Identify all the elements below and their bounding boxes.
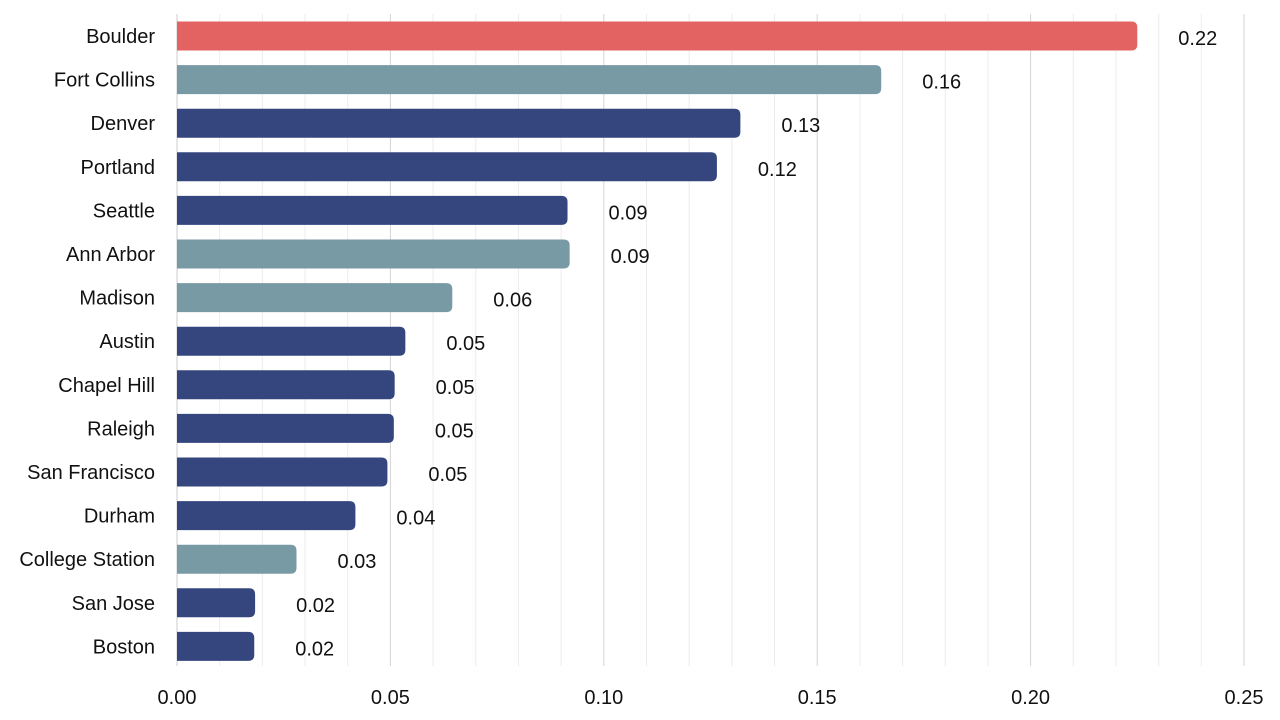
- data-label: 0.13: [781, 115, 820, 137]
- data-label: 0.06: [493, 290, 532, 312]
- bar-madison: [177, 283, 453, 313]
- bar-seattle: [177, 195, 568, 225]
- bar-fort-collins: [177, 65, 882, 95]
- x-tick-label: 0.05: [371, 687, 410, 709]
- bar-boston: [177, 631, 255, 661]
- category-label: San Jose: [72, 593, 155, 615]
- bar-ann-arbor: [177, 239, 570, 269]
- category-label: Boston: [93, 636, 155, 658]
- data-label: 0.22: [1178, 28, 1217, 50]
- data-label: 0.02: [295, 638, 334, 660]
- x-tick-label: 0.15: [798, 687, 837, 709]
- category-label: Portland: [81, 157, 156, 179]
- bar-boulder: [177, 21, 1138, 51]
- category-label: Boulder: [86, 26, 155, 48]
- category-label: Madison: [79, 288, 155, 310]
- bar-denver: [177, 108, 741, 138]
- category-labels: Boulder Fort Collins Denver Portland Seattle…: [19, 26, 155, 658]
- data-label: 0.04: [396, 508, 435, 530]
- category-label: San Francisco: [27, 462, 155, 484]
- bar-raleigh: [177, 413, 394, 443]
- data-label: 0.02: [296, 595, 335, 617]
- data-label: 0.03: [338, 551, 377, 573]
- data-label: 0.05: [446, 333, 485, 355]
- bar-san-francisco: [177, 457, 388, 487]
- data-label: 0.09: [611, 246, 650, 268]
- category-label: Chapel Hill: [58, 375, 155, 397]
- x-tick-label: 0.10: [584, 687, 623, 709]
- bar-austin: [177, 326, 406, 356]
- x-axis-tick-labels: 0.00 0.05 0.10 0.15 0.20 0.25: [158, 687, 1264, 709]
- bar-college-station: [177, 544, 297, 574]
- category-label: Denver: [91, 113, 156, 135]
- x-tick-label: 0.25: [1225, 687, 1264, 709]
- data-label: 0.05: [436, 377, 475, 399]
- category-label: Fort Collins: [54, 70, 155, 92]
- bar-durham: [177, 501, 356, 531]
- bar-chapel-hill: [177, 370, 395, 400]
- data-label: 0.09: [609, 202, 648, 224]
- bars: [177, 21, 1138, 661]
- x-tick-label: 0.20: [1011, 687, 1050, 709]
- data-label: 0.16: [922, 72, 961, 94]
- category-label: College Station: [19, 549, 155, 571]
- data-label: 0.12: [758, 159, 797, 181]
- category-label: Austin: [99, 331, 155, 353]
- data-label: 0.05: [428, 464, 467, 486]
- bar-san-jose: [177, 588, 256, 618]
- data-label: 0.05: [435, 420, 474, 442]
- category-label: Durham: [84, 506, 155, 528]
- category-label: Raleigh: [87, 418, 155, 440]
- x-tick-label: 0.00: [158, 687, 197, 709]
- category-label: Seattle: [93, 200, 155, 222]
- value-labels: 0.22 0.16 0.13 0.12 0.09 0.09 0.06 0.05 0.05 0.05…: [295, 28, 1217, 660]
- bar-portland: [177, 152, 717, 182]
- category-label: Ann Arbor: [66, 244, 155, 266]
